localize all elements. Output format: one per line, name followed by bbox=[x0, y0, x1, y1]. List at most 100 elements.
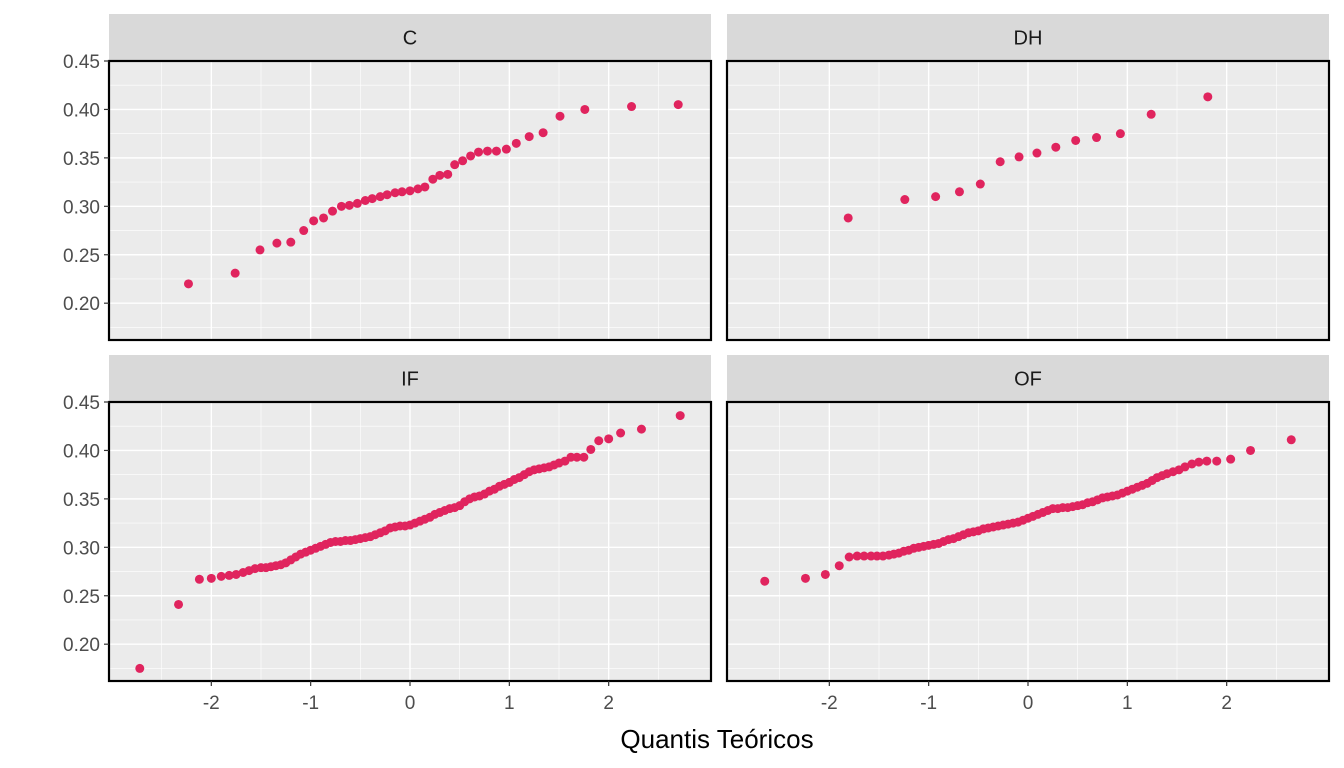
data-point bbox=[675, 411, 685, 421]
data-point bbox=[194, 574, 204, 584]
y-tick-label: 0.25 bbox=[63, 246, 100, 267]
data-point bbox=[336, 201, 346, 211]
data-point bbox=[555, 111, 565, 121]
data-point bbox=[1032, 148, 1042, 158]
facet-strip bbox=[727, 355, 1329, 402]
x-tick-label: 0 bbox=[405, 693, 416, 714]
data-point bbox=[443, 169, 453, 179]
panel-border bbox=[107, 59, 713, 342]
data-point bbox=[1092, 133, 1102, 143]
data-point bbox=[328, 206, 338, 216]
data-point bbox=[594, 436, 604, 446]
y-tick-label: 0.45 bbox=[63, 52, 100, 73]
facet-panel-of: OF -2 -1 0 1 2 bbox=[725, 355, 1331, 714]
facet-panel-c: C 0.20 0.25 0.30 0.35 0.40 0.45 bbox=[63, 14, 713, 342]
x-tick-label: 1 bbox=[504, 693, 515, 714]
data-point bbox=[224, 570, 234, 580]
data-point bbox=[183, 279, 193, 289]
facet-strip-label: DH bbox=[1014, 28, 1043, 50]
x-axis-title: Quantis Teóricos bbox=[620, 724, 813, 754]
data-point bbox=[1051, 142, 1061, 152]
data-point bbox=[859, 551, 869, 561]
data-point bbox=[206, 573, 216, 583]
data-point bbox=[538, 128, 548, 138]
data-point bbox=[995, 157, 1005, 167]
data-point bbox=[572, 452, 582, 462]
data-point bbox=[1071, 135, 1081, 145]
data-point bbox=[435, 170, 445, 180]
data-point bbox=[1187, 459, 1197, 469]
data-point bbox=[344, 200, 354, 210]
x-tick-label: -2 bbox=[821, 693, 838, 714]
data-point bbox=[501, 144, 511, 154]
x-tick-label: 1 bbox=[1122, 693, 1133, 714]
data-point bbox=[474, 147, 484, 157]
data-point bbox=[1202, 456, 1212, 466]
data-point bbox=[834, 561, 844, 571]
data-point bbox=[900, 195, 910, 205]
data-point bbox=[843, 213, 853, 223]
x-tick-label: -2 bbox=[203, 693, 220, 714]
data-point bbox=[1246, 445, 1256, 455]
data-point bbox=[405, 186, 415, 196]
data-point bbox=[820, 569, 830, 579]
data-point bbox=[458, 156, 468, 166]
data-point bbox=[491, 146, 501, 156]
data-point bbox=[931, 192, 941, 202]
data-point bbox=[397, 187, 407, 197]
data-point bbox=[616, 428, 626, 438]
data-point bbox=[450, 160, 460, 170]
data-point bbox=[382, 190, 392, 200]
data-point bbox=[216, 571, 226, 581]
data-point bbox=[627, 102, 637, 112]
data-point bbox=[586, 444, 596, 454]
data-point bbox=[800, 573, 810, 583]
x-tick-label: 2 bbox=[603, 693, 614, 714]
data-point bbox=[230, 268, 240, 278]
data-point bbox=[299, 226, 309, 236]
facet-strip bbox=[109, 355, 711, 402]
data-point bbox=[604, 434, 614, 444]
data-point bbox=[286, 237, 296, 247]
data-point bbox=[174, 599, 184, 609]
facet-strip-label: C bbox=[403, 28, 417, 50]
data-point bbox=[673, 100, 683, 110]
data-point bbox=[1180, 462, 1190, 472]
y-tick-label: 0.25 bbox=[63, 587, 100, 608]
facet-panel-dh: DH bbox=[725, 14, 1331, 342]
data-point bbox=[319, 213, 329, 223]
data-point bbox=[975, 179, 985, 189]
facet-strip-label: OF bbox=[1014, 369, 1042, 391]
data-point bbox=[511, 138, 521, 148]
data-point bbox=[636, 424, 646, 434]
data-point bbox=[1203, 92, 1213, 102]
y-tick-label: 0.45 bbox=[63, 393, 100, 414]
y-tick-label: 0.40 bbox=[63, 100, 100, 121]
data-point bbox=[1014, 152, 1024, 162]
data-point bbox=[413, 184, 423, 194]
y-tick-label: 0.40 bbox=[63, 441, 100, 462]
data-point bbox=[1212, 456, 1222, 466]
data-point bbox=[309, 216, 319, 226]
x-tick-label: -1 bbox=[302, 693, 319, 714]
y-tick-label: 0.35 bbox=[63, 149, 100, 170]
panel-border bbox=[725, 59, 1331, 342]
data-point bbox=[428, 174, 438, 184]
data-point bbox=[579, 452, 589, 462]
data-point bbox=[360, 196, 370, 205]
data-point bbox=[954, 187, 964, 197]
facet-strip bbox=[109, 14, 711, 61]
data-point bbox=[844, 552, 854, 562]
data-point bbox=[1115, 129, 1125, 139]
data-point bbox=[580, 104, 590, 114]
data-point bbox=[375, 192, 385, 202]
y-tick-label: 0.30 bbox=[63, 538, 100, 559]
facet-panel-if: IF 0.20 0.25 0.30 0.35 0.40 0.45 -2 -1 0 1 2 bbox=[63, 355, 713, 714]
data-point bbox=[135, 663, 145, 673]
data-point bbox=[1286, 435, 1296, 445]
data-point bbox=[760, 576, 770, 586]
x-tick-label: -1 bbox=[920, 693, 937, 714]
data-point bbox=[482, 146, 492, 156]
data-point bbox=[1194, 457, 1204, 467]
